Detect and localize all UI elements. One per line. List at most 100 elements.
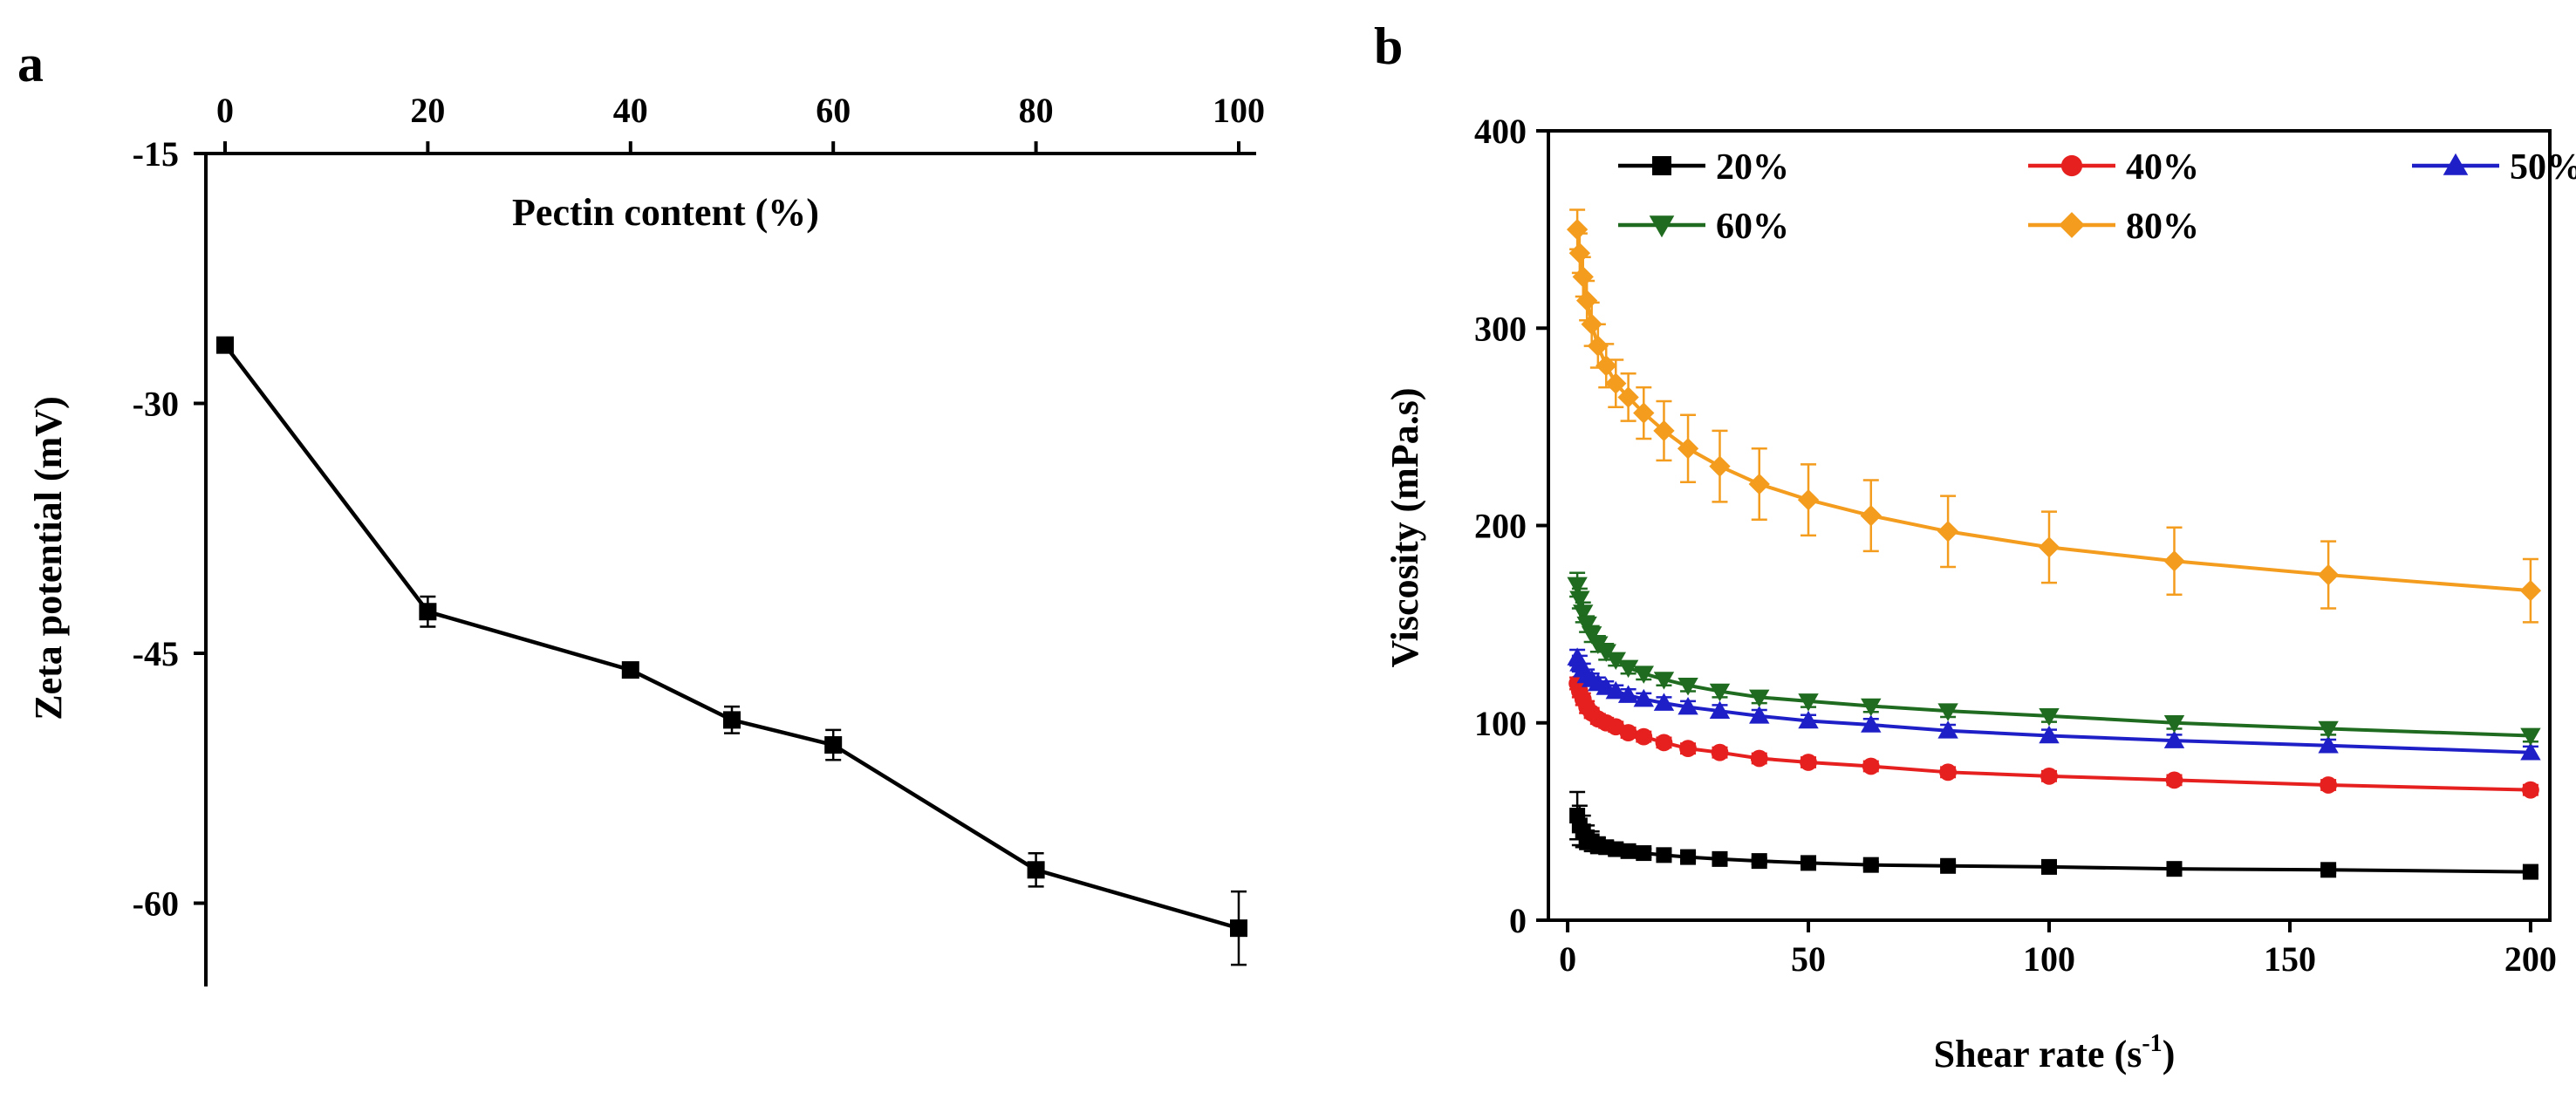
legend-item-20pct: 20% (1618, 147, 1789, 188)
panel-b-data-point (2166, 861, 2183, 877)
panel-a-x-ticks: 0 20 40 60 80 100 (216, 91, 1265, 154)
panel-b-y-tick-label: 100 (1474, 704, 1527, 743)
panel-b-y-tick-label: 0 (1509, 901, 1527, 940)
panel-a-x-tick-label: 0 (216, 91, 234, 130)
panel-b-data-point (2039, 725, 2060, 744)
panel-b-data-point (1576, 290, 1598, 311)
panel-a-data-point (419, 603, 437, 621)
panel-b-data-point (2520, 741, 2541, 761)
panel-b-data-point (1617, 685, 1639, 703)
panel-b-data-point (1587, 335, 1609, 357)
panel-b-data-point (1677, 438, 1699, 460)
legend-label: 40% (2126, 147, 2199, 188)
panel-b-data-point (1653, 672, 1675, 690)
panel-b-series-20pct (1569, 790, 2538, 880)
panel-b-y-tick-label: 400 (1474, 112, 1527, 151)
panel-b-data-point (1572, 266, 1594, 288)
panel-a-data-point (1230, 919, 1247, 938)
panel-b-data-point (1619, 724, 1637, 741)
panel-b-data-point (2038, 536, 2060, 558)
panel-b-data-point (2318, 720, 2339, 740)
panel-a-x-axis-title: Pectin content (%) (512, 191, 819, 234)
panel-b-data-point (1797, 488, 1820, 511)
panel-b-series-80pct (1566, 208, 2542, 624)
panel-a-x-tick-label: 80 (1019, 91, 1054, 130)
panel-b-data-point (2163, 730, 2185, 748)
legend-label: 50% (2510, 147, 2576, 188)
legend-label: 60% (1716, 207, 1789, 247)
panel-b-data-point (1573, 604, 1594, 623)
panel-a-x-tick-label: 20 (410, 91, 445, 130)
panel-a-data-point (723, 711, 741, 729)
panel-a-x-tick-label: 40 (613, 91, 648, 130)
panel-b-data-point (1608, 841, 1624, 857)
panel-a-y-tick-label: -15 (133, 134, 179, 174)
panel-b-data-point (1711, 743, 1729, 761)
panel-a-x-tick-label: 100 (1213, 91, 1265, 130)
panel-b-data-point (1748, 473, 1770, 495)
legend-item-40pct: 40% (2028, 147, 2199, 188)
panel-b-x-tick-label: 50 (1791, 939, 1826, 979)
panel-b-data-point (2041, 858, 2057, 875)
panel-b-data-point (2522, 864, 2538, 880)
panel-a-data-point (1027, 861, 1045, 879)
panel-b-data-point (1566, 218, 1589, 241)
panel-b-data-point (1595, 644, 1616, 662)
panel-a-series-line (223, 344, 1240, 931)
panel-b-data-point (2320, 776, 2338, 794)
panel-b-data-point (1677, 696, 1698, 715)
panel-b-series-line (1575, 229, 2532, 593)
panel-b-label: b (1374, 17, 1403, 75)
panel-b-data-point (1862, 857, 1879, 873)
panel-b-x-tick-label: 0 (1559, 939, 1576, 979)
panel-b-x-tick-label: 100 (2023, 939, 2075, 979)
legend-label: 20% (1716, 147, 1789, 188)
panel-b-data-point (1633, 402, 1655, 424)
panel-b-data-point (1798, 710, 1819, 729)
panel-b-data-point (1568, 242, 1591, 264)
panel-b-x-ticks: 0 50 100 150 200 (1559, 920, 2557, 979)
panel-b-data-point (1937, 703, 1958, 721)
panel-b-data-point (1677, 677, 1698, 696)
panel-b-data-point (1679, 740, 1697, 758)
panel-b-data-point (1656, 847, 1672, 864)
legend-label: 80% (2126, 207, 2199, 247)
panel-b-data-point (1937, 720, 1958, 739)
panel-b-data-point (1567, 577, 1588, 596)
panel-b-data-point (1861, 698, 1882, 717)
panel-b-viscosity-chart: b 0 50 100 150 200 0 100 200 300 400 Shear rate … (1374, 17, 2576, 1075)
panel-b-data-point (1617, 659, 1639, 679)
panel-b-data-point (1712, 850, 1728, 867)
panel-b-y-axis-title: Viscosity (mPa.s) (1384, 388, 1426, 668)
panel-a-zeta-potential-chart: a 0 20 40 60 80 100 -15 -30 -45 -60 Pectin conte… (17, 35, 1265, 986)
panel-b-data-point (1605, 372, 1627, 394)
panel-b-x-tick-label: 200 (2504, 939, 2557, 979)
panel-b-x-axis-title-superscript: -1 (2142, 1030, 2162, 1057)
panel-b-data-point (1751, 853, 1767, 870)
panel-b-data-point (1617, 386, 1639, 408)
panel-b-data-point (1800, 855, 1817, 871)
panel-b-data-point (1750, 749, 1768, 768)
panel-b-data-point (1709, 700, 1731, 719)
panel-a-plot-area (216, 336, 1247, 966)
panel-b-data-point (1653, 693, 1675, 711)
legend-marker (1649, 215, 1675, 238)
panel-b-data-point (1937, 521, 1959, 543)
panel-b-data-point (1680, 849, 1697, 865)
panel-a-data-point (216, 336, 234, 354)
panel-b-data-point (1798, 693, 1819, 712)
panel-b-data-point (1635, 727, 1653, 746)
panel-b-data-point (2520, 727, 2541, 747)
panel-b-data-point (1633, 666, 1654, 684)
panel-b-data-point (1595, 355, 1617, 377)
panel-b-data-point (1800, 754, 1817, 771)
panel-b-data-point (2163, 550, 2185, 572)
panel-b-x-tick-label: 150 (2264, 939, 2316, 979)
panel-b-y-tick-label: 300 (1474, 309, 1527, 348)
panel-b-data-point (2039, 708, 2060, 727)
panel-b-data-point (1709, 455, 1731, 477)
panel-b-data-point (1620, 843, 1636, 859)
panel-b-data-point (2320, 862, 2337, 878)
panel-b-data-point (1861, 714, 1882, 733)
